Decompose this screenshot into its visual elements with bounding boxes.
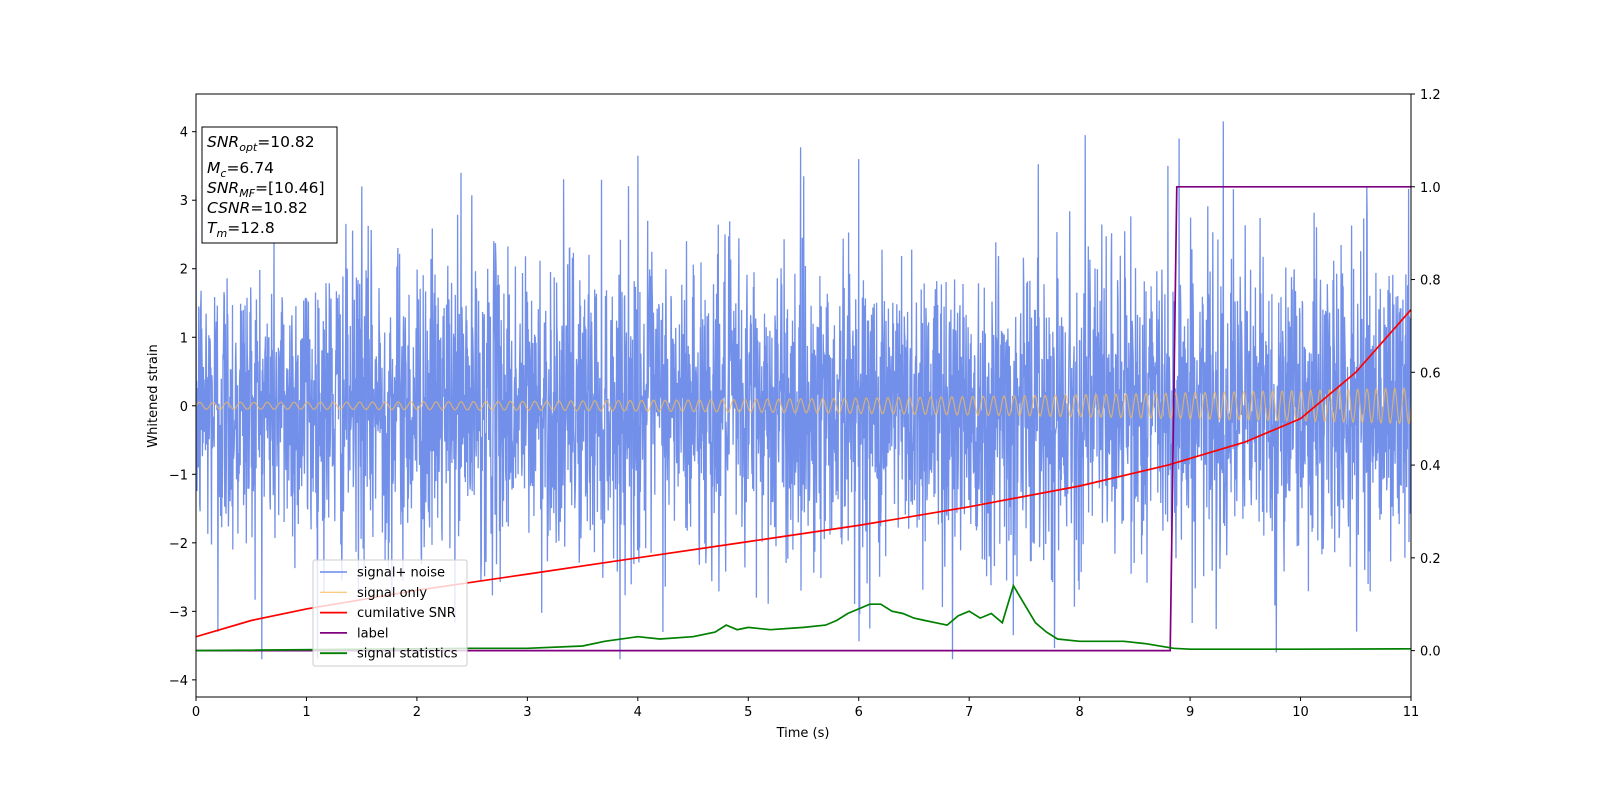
x-tick-label: 8 [1075, 705, 1083, 720]
y-tick-label: 4 [180, 126, 188, 141]
x-tick-label: 4 [634, 705, 642, 720]
y-tick-label: 3 [180, 194, 188, 209]
y2-tick-label: 1.0 [1420, 181, 1441, 196]
y2-tick-label: 0.2 [1420, 552, 1441, 567]
x-tick-label: 6 [855, 705, 863, 720]
y-tick-label: −3 [169, 605, 188, 620]
legend-label: signal statistics [357, 647, 458, 662]
y-axis-title: Whitened strain [146, 344, 161, 447]
y-tick-label: −2 [169, 537, 188, 552]
x-tick-label: 7 [965, 705, 973, 720]
x-tick-label: 10 [1292, 705, 1309, 720]
stats-line: Mc=6.74 [207, 159, 274, 180]
legend-label: label [357, 626, 388, 641]
y-tick-label: −1 [169, 468, 188, 483]
stats-box-frame [201, 126, 338, 244]
series-signal-statistics [196, 583, 1411, 652]
y2-tick-label: 1.2 [1420, 88, 1441, 103]
ticks-layer: 0 1 2 3 4 5 6 7 8 9 10 11 −4 −3 −2 −1 0 1 2 3 4 0.0 0.2 0.4 0.6 0… [169, 88, 1441, 720]
y-tick-label: 1 [180, 331, 188, 346]
legend-label: cumilative SNR [357, 606, 456, 621]
x-tick-label: 11 [1403, 705, 1420, 720]
x-tick-label: 0 [192, 705, 200, 720]
legend-label: signal only [357, 586, 427, 601]
x-axis-title: Time (s) [776, 726, 830, 741]
series-signal-only [196, 387, 1411, 425]
y-tick-label: 0 [180, 400, 188, 415]
stats-line: Tm=12.8 [207, 219, 275, 240]
x-tick-label: 2 [413, 705, 421, 720]
x-tick-label: 5 [744, 705, 752, 720]
x-tick-label: 1 [302, 705, 310, 720]
y-tick-label: 2 [180, 263, 188, 278]
legend-frame [312, 559, 468, 667]
legend: signal+ noise signal only cumilative SNR la… [312, 559, 468, 667]
stats-line: SNRMF=[10.46] [207, 179, 325, 200]
series-label [196, 185, 1411, 652]
y-tick-label: −4 [169, 674, 188, 689]
y2-tick-label: 0.6 [1420, 366, 1441, 381]
y2-tick-label: 0.0 [1420, 645, 1441, 660]
legend-label: signal+ noise [357, 566, 445, 581]
plot-frame [195, 93, 1412, 698]
y2-tick-label: 0.8 [1420, 274, 1441, 289]
y2-tick-label: 0.4 [1420, 459, 1441, 474]
x-tick-label: 3 [523, 705, 531, 720]
x-tick-label: 9 [1186, 705, 1194, 720]
series-signal-noise [196, 121, 1411, 660]
stats-line: SNRopt=10.82 [207, 133, 315, 154]
stats-box: SNRopt=10.82 Mc=6.74SNRMF=[10.46]CSNR=10.… [201, 126, 338, 244]
stats-line: CSNR=10.82 [207, 199, 308, 217]
